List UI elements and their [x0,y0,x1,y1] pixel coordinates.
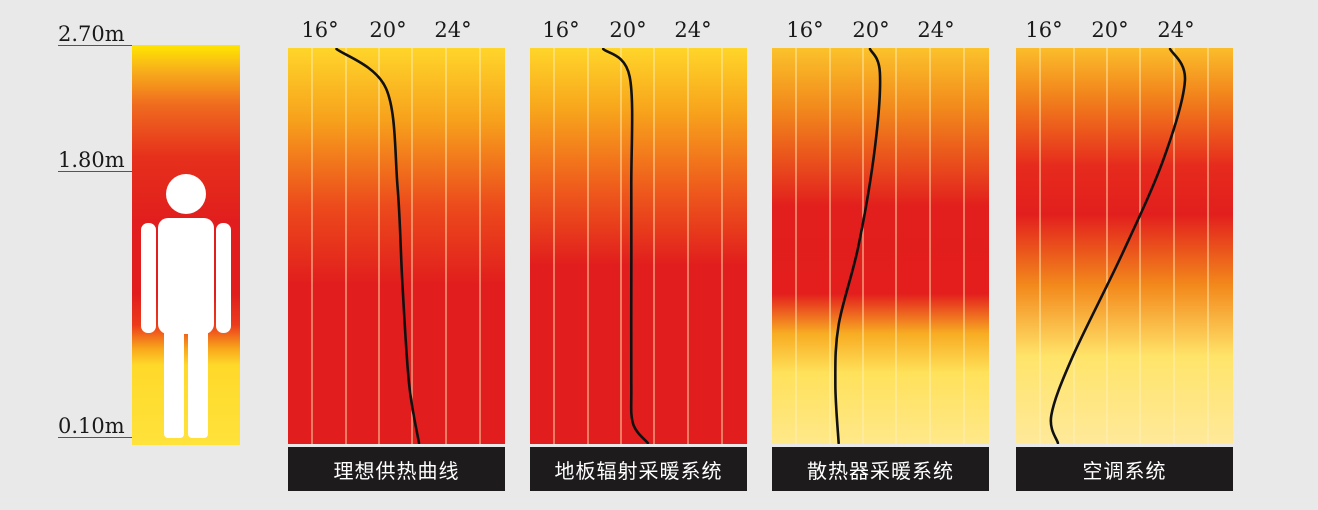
tick-16-p3: 16° [786,18,824,42]
panel-gradient [288,48,505,444]
tick-24-p3: 24° [917,18,955,42]
panel-graphic [530,48,747,444]
panel-gradient [772,48,989,444]
tick-16-p4: 16° [1025,18,1063,42]
temperature-curve [601,48,650,444]
tick-20-p1: 20° [369,18,407,42]
panel-ideal [288,48,505,444]
tick-20-p2: 20° [609,18,647,42]
tick-20-p4: 20° [1091,18,1129,42]
height-label-head: 1.80m [58,148,125,172]
caption-air-conditioning: 空调系统 [1016,447,1233,491]
tick-24-p2: 24° [674,18,712,42]
tick-16-p2: 16° [542,18,580,42]
temperature-curve [1049,48,1187,444]
panel-air-conditioning [1016,48,1233,444]
panel-graphic [772,48,989,444]
tick-16-p1: 16° [301,18,339,42]
caption-radiator: 散热器采暖系统 [772,447,989,491]
reference-gradient-bar [132,45,240,445]
person-icon [141,174,231,438]
panel-graphic [288,48,505,444]
tick-24-p4: 24° [1157,18,1195,42]
caption-ideal: 理想供热曲线 [288,447,505,491]
caption-floor-heating: 地板辐射采暖系统 [530,447,747,491]
tick-24-p1: 24° [434,18,472,42]
panel-floor-heating [530,48,747,444]
panel-graphic [1016,48,1233,444]
tick-20-p3: 20° [852,18,890,42]
temperature-curve [335,48,421,444]
temperature-curve [834,48,882,444]
height-label-floor: 0.10m [58,414,125,438]
panel-gradient [530,48,747,444]
height-label-top: 2.70m [58,22,125,46]
panel-radiator [772,48,989,444]
